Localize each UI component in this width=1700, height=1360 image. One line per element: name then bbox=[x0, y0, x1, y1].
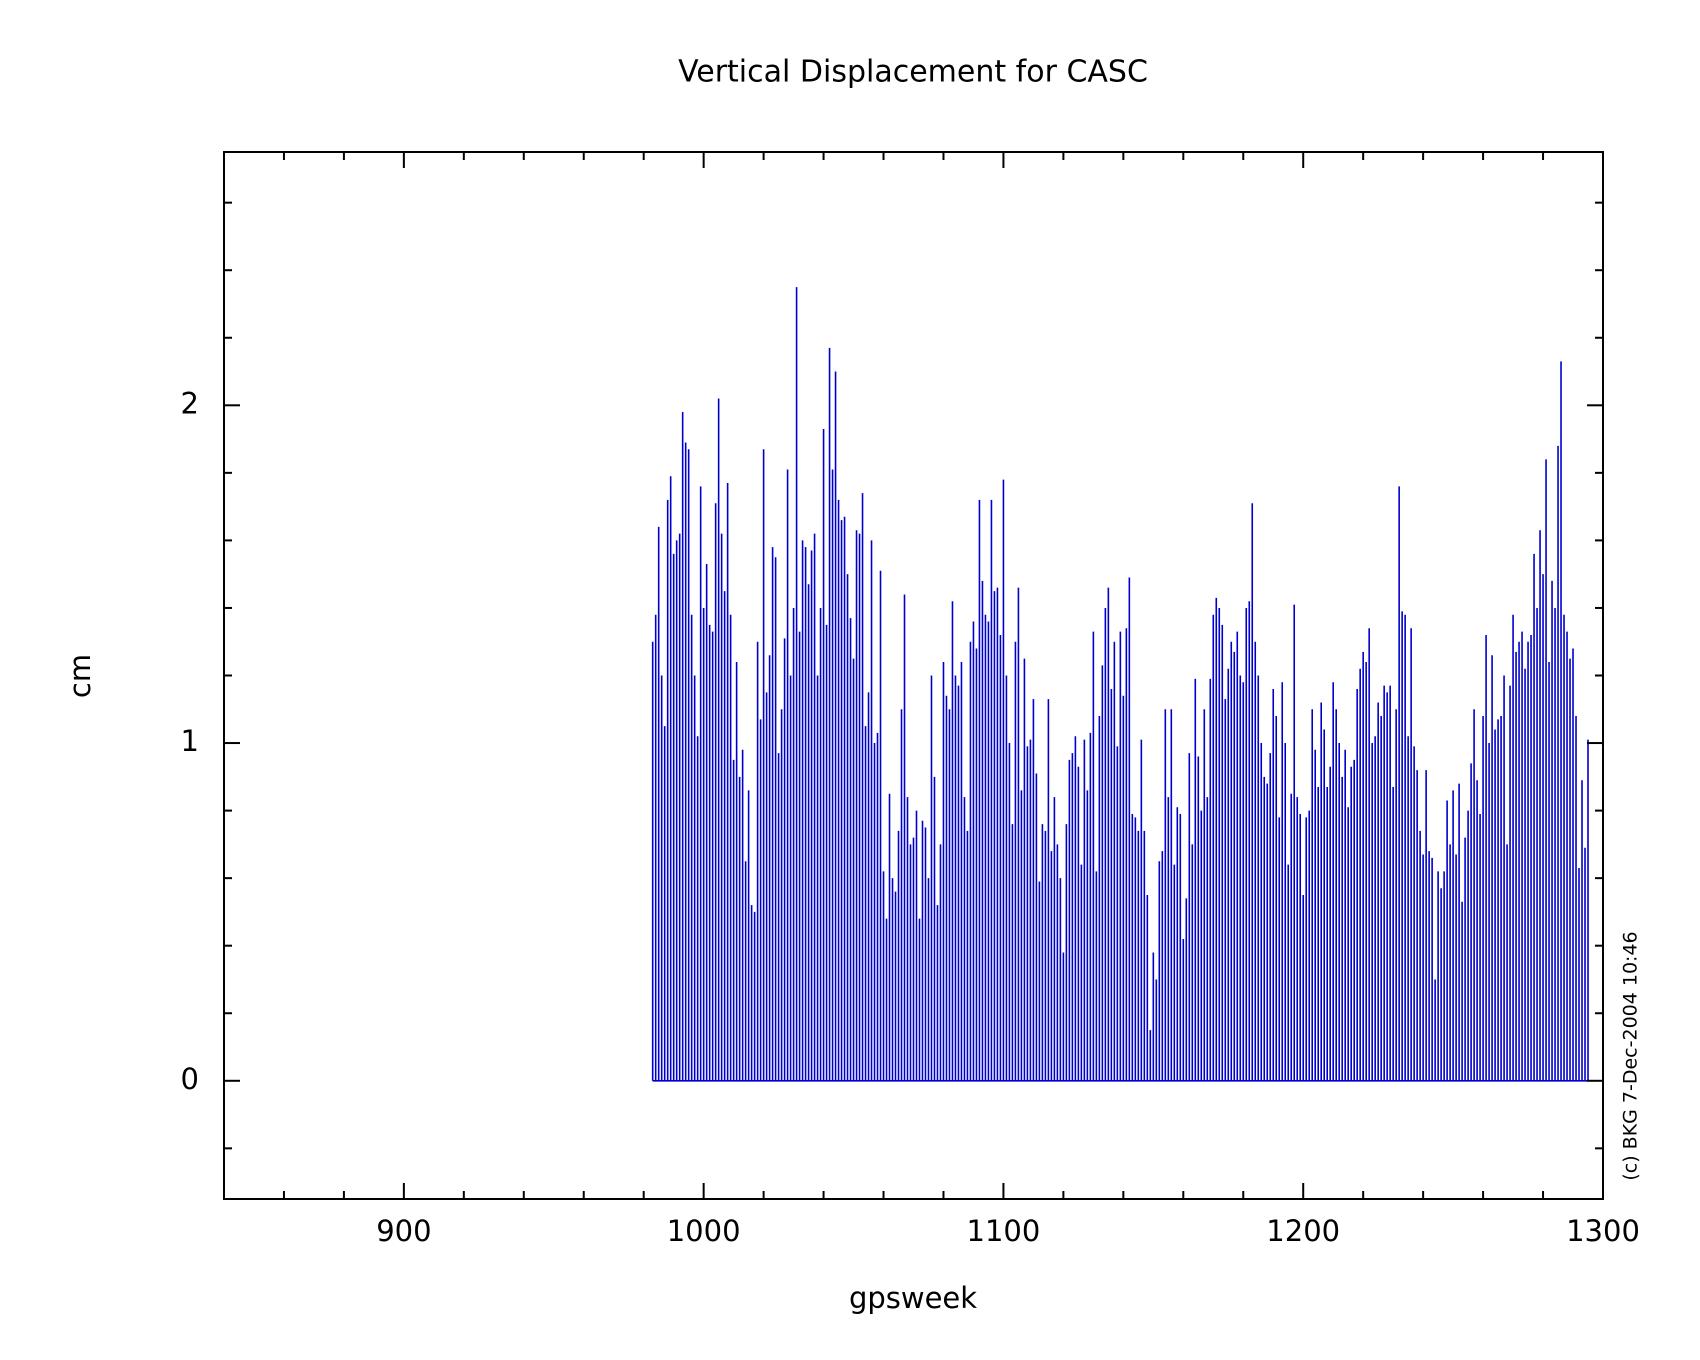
chart-title: Vertical Displacement for CASC bbox=[678, 55, 1148, 90]
y-tick-label: 2 bbox=[181, 386, 199, 420]
y-tick-label: 1 bbox=[181, 724, 199, 758]
x-tick-label: 1300 bbox=[1566, 1214, 1640, 1248]
x-tick-label: 900 bbox=[376, 1214, 431, 1248]
x-axis-label: gpsweek bbox=[849, 1281, 977, 1315]
x-tick-label: 1100 bbox=[967, 1214, 1041, 1248]
x-tick-label: 1000 bbox=[667, 1214, 741, 1248]
y-tick-label: 0 bbox=[181, 1062, 199, 1096]
y-axis-label: cm bbox=[63, 654, 97, 698]
annotation: (c) BKG 7-Dec-2004 10:46 bbox=[1620, 931, 1642, 1180]
x-tick-label: 1200 bbox=[1266, 1214, 1340, 1248]
